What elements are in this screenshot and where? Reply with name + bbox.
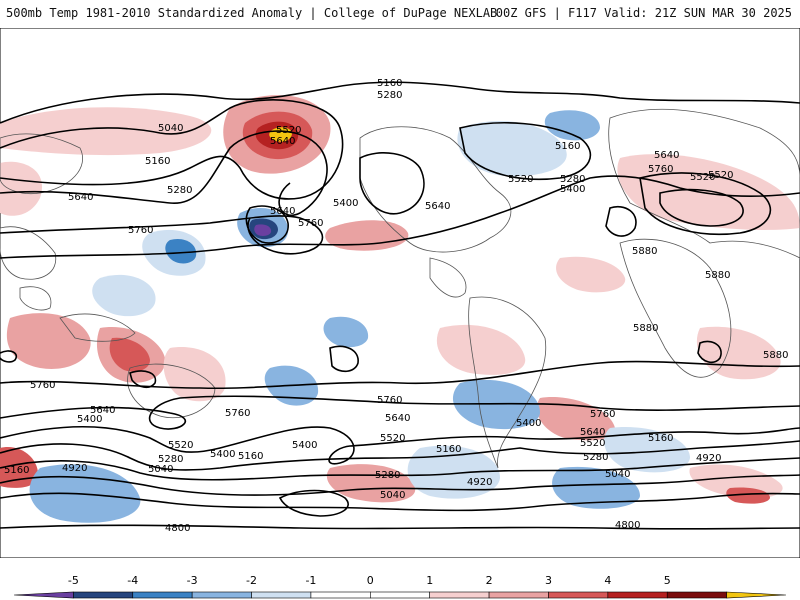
contour-label: 5760 — [298, 218, 323, 229]
contour-label: 5040 — [380, 490, 405, 501]
contour-label: 4920 — [696, 453, 721, 464]
colorbar-segments — [13, 591, 787, 599]
colorbar-segment — [488, 591, 549, 599]
contour-label: 5760 — [30, 380, 55, 391]
contour-label: 5040 — [148, 464, 173, 475]
contour-label: 5040 — [605, 469, 630, 480]
colorbar-tick-label: 2 — [486, 574, 493, 587]
contour-label: 5520 — [508, 174, 533, 185]
colorbar-tick-label: 0 — [367, 574, 374, 587]
colorbar-svg: -5 -4 -3 -2 -1 0 1 2 3 4 5 — [13, 574, 787, 599]
colorbar-tick-label: 5 — [664, 574, 671, 587]
contour-label: 5640 — [425, 201, 450, 212]
contour-label: 5880 — [705, 270, 730, 281]
contour-label: 5160 — [4, 465, 29, 476]
contour-label: 5400 — [333, 198, 358, 209]
contour-label: 5520 — [168, 440, 193, 451]
contour-label: 5400 — [292, 440, 317, 451]
contour-label: 5520 — [580, 438, 605, 449]
contour-label: 5760 — [648, 164, 673, 175]
contour-label: 5400 — [77, 414, 102, 425]
contour-label: 5880 — [763, 350, 788, 361]
anomaly-map: 5160 5280 5040 5520 5640 5160 5280 5640 … — [0, 28, 800, 558]
contour-label: 5520 — [380, 433, 405, 444]
contour-label: 4800 — [615, 520, 640, 531]
contour-label: 5400 — [516, 418, 541, 429]
contour-label: 4920 — [467, 477, 492, 488]
contour-label: 5160 — [377, 78, 402, 89]
contour-label: 5280 — [375, 470, 400, 481]
contour-labels: 5160 5280 5040 5520 5640 5160 5280 5640 … — [4, 78, 788, 534]
contour-label: 5640 — [90, 405, 115, 416]
colorbar-segment — [132, 591, 193, 599]
contour-label: 5160 — [238, 451, 263, 462]
colorbar-tick-label: 4 — [604, 574, 611, 587]
contour-label: 4800 — [165, 523, 190, 534]
header: 500mb Temp 1981-2010 Standardized Anomal… — [0, 0, 800, 28]
colorbar-ticks: -5 -4 -3 -2 -1 0 1 2 3 4 5 — [68, 574, 671, 587]
colorbar-segment — [726, 591, 787, 599]
colorbar-segment — [251, 591, 312, 599]
colorbar-segment — [370, 591, 430, 599]
colorbar: -5 -4 -3 -2 -1 0 1 2 3 4 5 — [0, 570, 800, 600]
colorbar-tick-label: -1 — [305, 574, 316, 587]
contour-label: 5160 — [145, 156, 170, 167]
contour-label: 5040 — [158, 123, 183, 134]
contour-label: 5640 — [270, 206, 295, 217]
colorbar-segment — [429, 591, 490, 599]
model-valid-time: 00Z GFS | F117 Valid: 21Z SUN MAR 30 202… — [495, 6, 792, 20]
colorbar-tick-label: -5 — [68, 574, 79, 587]
contour-label: 5520 — [708, 170, 733, 181]
contour-label: 5280 — [560, 174, 585, 185]
contour-label: 5160 — [555, 141, 580, 152]
colorbar-tick-label: -3 — [187, 574, 198, 587]
colorbar-segment — [13, 591, 74, 599]
contour-label: 5280 — [167, 185, 192, 196]
contour-label: 5400 — [210, 449, 235, 460]
map-title: 500mb Temp 1981-2010 Standardized Anomal… — [6, 6, 498, 20]
colorbar-tick-label: 3 — [545, 574, 552, 587]
colorbar-tick-label: 1 — [426, 574, 433, 587]
colorbar-segment — [191, 591, 252, 599]
contour-label: 5640 — [654, 150, 679, 161]
contour-label: 5160 — [436, 444, 461, 455]
colorbar-tick-label: -4 — [127, 574, 138, 587]
contour-label: 5880 — [632, 246, 657, 257]
negative-anomaly-shading — [29, 110, 690, 523]
height-contours — [0, 81, 800, 530]
contour-label: 5520 — [276, 125, 301, 136]
contour-label: 5760 — [590, 409, 615, 420]
contour-label: 5640 — [270, 136, 295, 147]
contour-label: 5760 — [377, 395, 402, 406]
contour-label: 5640 — [385, 413, 410, 424]
contour-label: 4920 — [62, 463, 87, 474]
contour-label: 5520 — [690, 172, 715, 183]
map-panel: 5160 5280 5040 5520 5640 5160 5280 5640 … — [0, 28, 800, 558]
contour-label: 5760 — [225, 408, 250, 419]
contour-label: 5760 — [128, 225, 153, 236]
contour-label: 5280 — [377, 90, 402, 101]
colorbar-segment — [73, 591, 134, 599]
colorbar-segment — [548, 591, 609, 599]
colorbar-segment — [607, 591, 668, 599]
contour-label: 5160 — [648, 433, 673, 444]
colorbar-segment — [666, 591, 727, 599]
contour-label: 5640 — [580, 427, 605, 438]
contour-label: 5280 — [583, 452, 608, 463]
contour-label: 5640 — [68, 192, 93, 203]
colorbar-tick-label: -2 — [246, 574, 257, 587]
contour-label: 5880 — [633, 323, 658, 334]
contour-label: 5280 — [158, 454, 183, 465]
contour-label: 5400 — [560, 184, 585, 195]
colorbar-segment — [310, 591, 371, 599]
